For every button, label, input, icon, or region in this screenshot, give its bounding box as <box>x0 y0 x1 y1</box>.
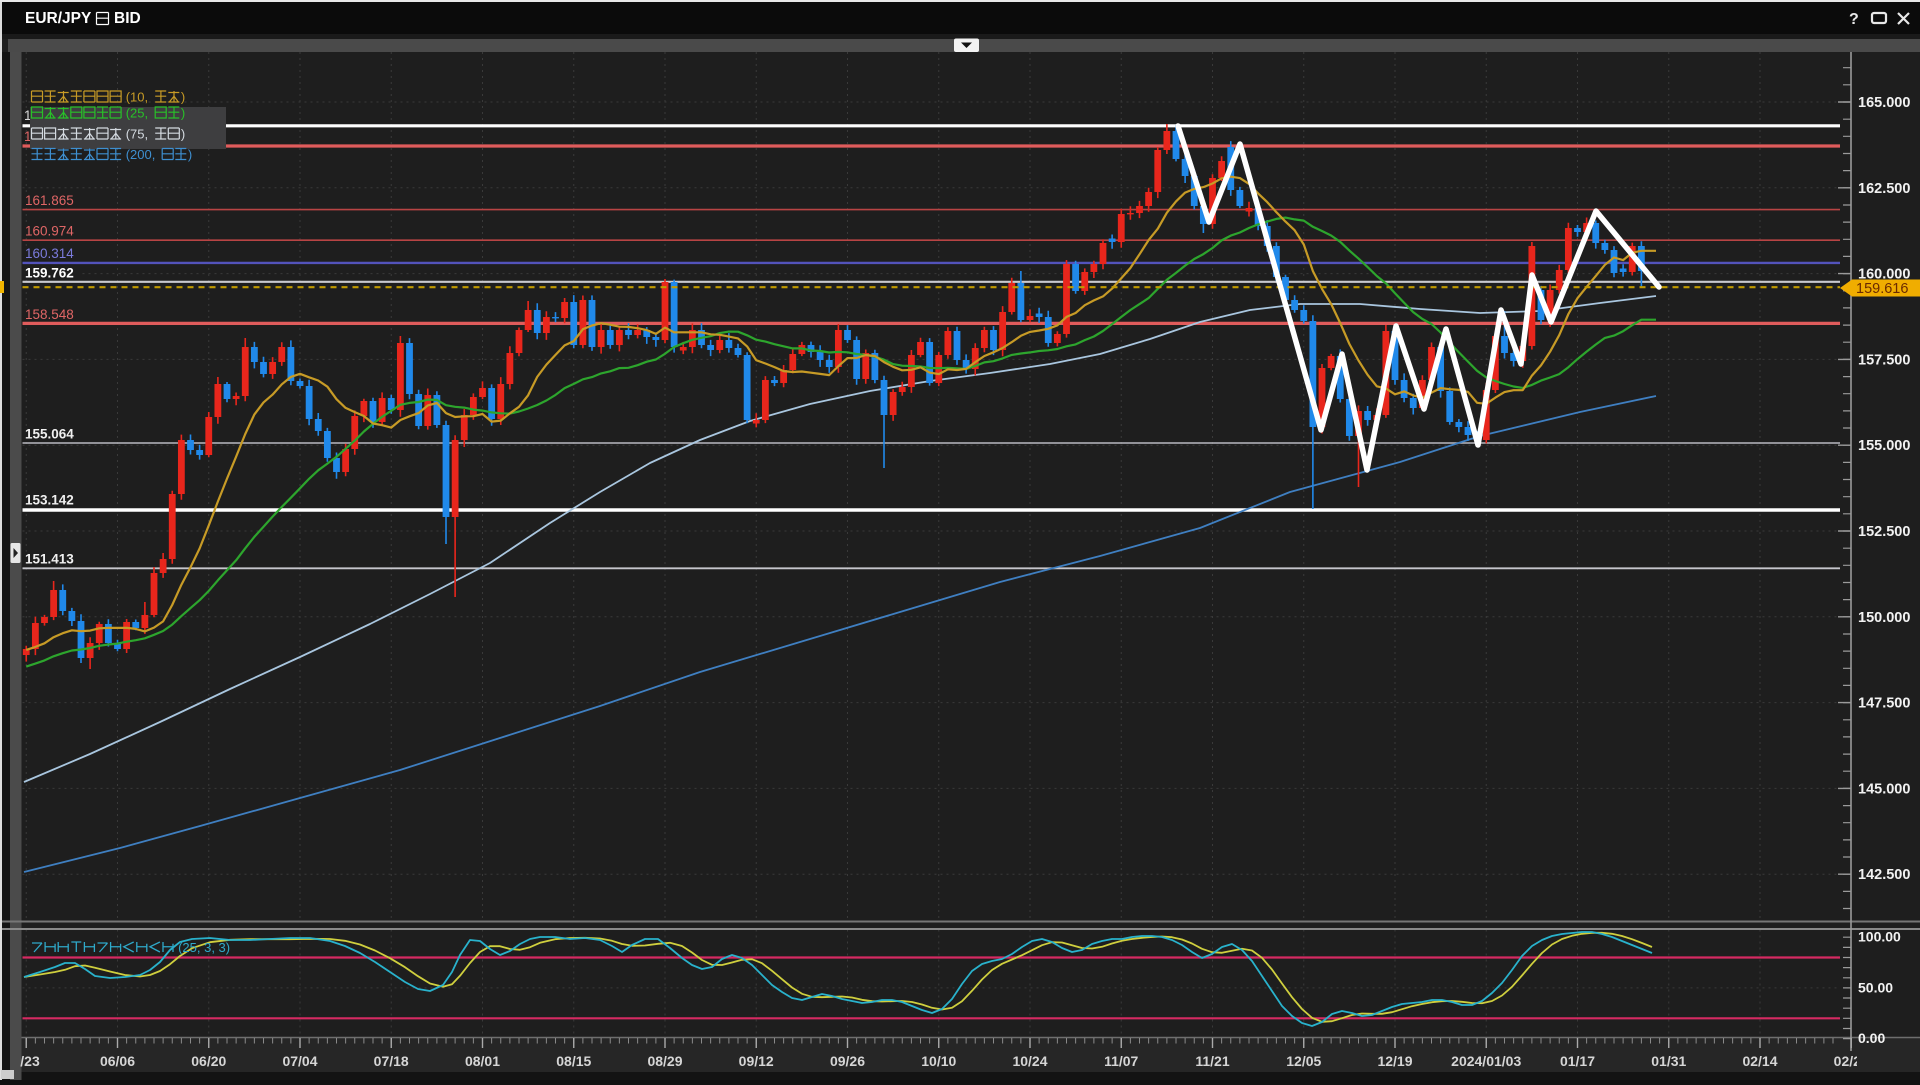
svg-text:50.00: 50.00 <box>1858 979 1893 995</box>
svg-text:(25, 3, 3): (25, 3, 3) <box>178 940 230 955</box>
svg-text:): ) <box>181 127 185 142</box>
svg-text:11/07: 11/07 <box>1104 1053 1138 1069</box>
svg-text:01/31: 01/31 <box>1651 1053 1686 1069</box>
svg-text:10/24: 10/24 <box>1012 1053 1047 1069</box>
svg-text:155.000: 155.000 <box>1858 438 1910 454</box>
svg-text:(25,: (25, <box>126 106 148 121</box>
svg-text:09/12: 09/12 <box>739 1053 774 1069</box>
svg-text:06/20: 06/20 <box>191 1053 226 1069</box>
svg-text:/23: /23 <box>20 1053 40 1069</box>
svg-text:155.064: 155.064 <box>25 427 74 442</box>
svg-text:): ) <box>181 106 185 121</box>
svg-text:159.762: 159.762 <box>25 265 74 280</box>
svg-text:12/19: 12/19 <box>1377 1053 1412 1069</box>
svg-text:161.865: 161.865 <box>25 193 74 208</box>
svg-text:160.974: 160.974 <box>25 224 74 239</box>
svg-text:08/29: 08/29 <box>647 1053 682 1069</box>
svg-text:08/15: 08/15 <box>556 1053 591 1069</box>
svg-text:147.500: 147.500 <box>1858 696 1910 712</box>
svg-text:165.000: 165.000 <box>1858 95 1910 111</box>
svg-text:10/10: 10/10 <box>921 1053 956 1069</box>
svg-text:): ) <box>181 90 185 105</box>
svg-text:100.00: 100.00 <box>1858 929 1901 945</box>
svg-text:153.142: 153.142 <box>25 493 74 508</box>
svg-text:157.500: 157.500 <box>1858 352 1910 368</box>
svg-text:(75,: (75, <box>126 127 148 142</box>
svg-text:2024/01/03: 2024/01/03 <box>1451 1053 1521 1069</box>
svg-text:BID: BID <box>114 10 141 27</box>
svg-text:06/06: 06/06 <box>100 1053 135 1069</box>
svg-text:145.000: 145.000 <box>1858 781 1910 797</box>
svg-text:151.413: 151.413 <box>25 552 74 567</box>
svg-text:142.500: 142.500 <box>1858 867 1910 883</box>
svg-text:159.616: 159.616 <box>1856 281 1908 297</box>
svg-text:160.314: 160.314 <box>25 246 74 261</box>
svg-text:0.00: 0.00 <box>1858 1030 1885 1046</box>
svg-text:158.548: 158.548 <box>25 307 74 322</box>
svg-text:07/04: 07/04 <box>282 1053 317 1069</box>
svg-text:11/21: 11/21 <box>1195 1053 1229 1069</box>
svg-text:152.500: 152.500 <box>1858 524 1910 540</box>
svg-text:(10,: (10, <box>126 90 148 105</box>
svg-text:): ) <box>188 147 192 162</box>
svg-text:150.000: 150.000 <box>1858 610 1910 626</box>
svg-text:02/14: 02/14 <box>1742 1053 1777 1069</box>
svg-text:?: ? <box>1849 11 1859 28</box>
svg-text:EUR/JPY: EUR/JPY <box>25 10 92 27</box>
svg-text:162.500: 162.500 <box>1858 181 1910 197</box>
svg-text:08/01: 08/01 <box>465 1053 500 1069</box>
svg-text:01/17: 01/17 <box>1560 1053 1595 1069</box>
svg-text:09/26: 09/26 <box>830 1053 865 1069</box>
svg-text:07/18: 07/18 <box>374 1053 409 1069</box>
svg-text:(200,: (200, <box>126 147 156 162</box>
svg-text:12/05: 12/05 <box>1286 1053 1321 1069</box>
